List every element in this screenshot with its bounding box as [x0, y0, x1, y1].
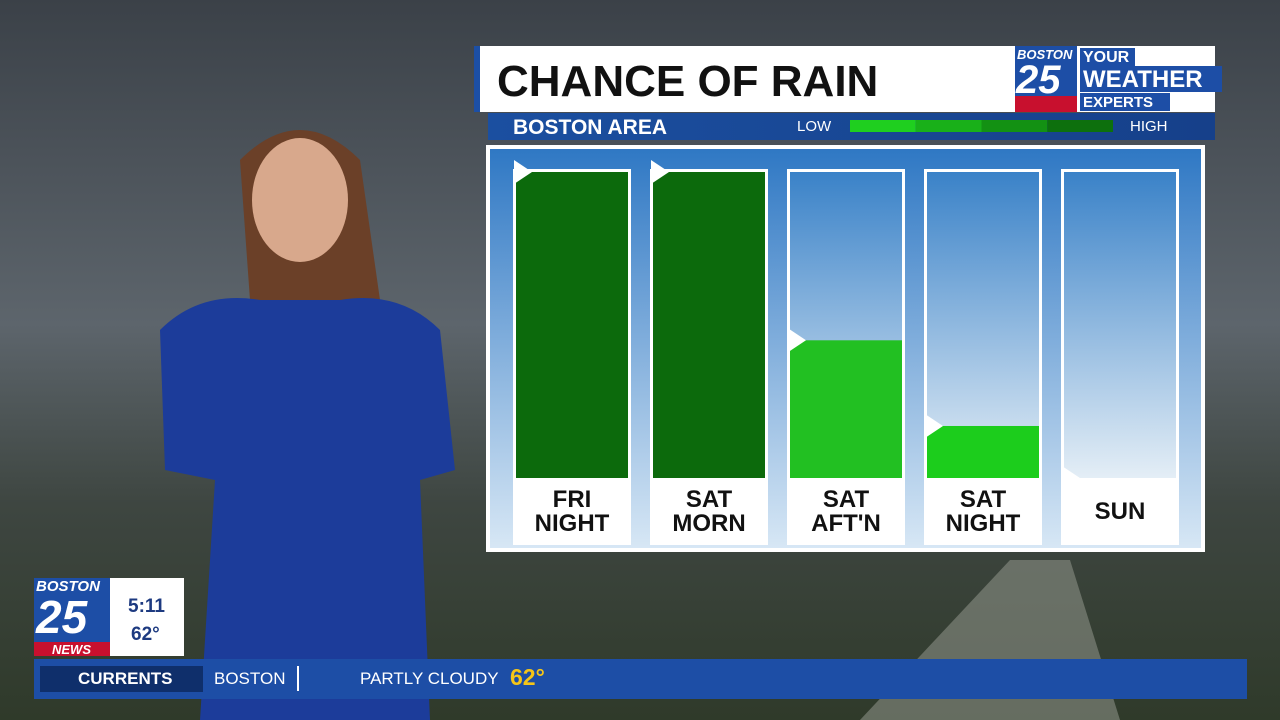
logo-red: [1015, 96, 1077, 112]
category-label: SUN: [1094, 498, 1146, 525]
scale-low: LOW: [797, 118, 832, 135]
category-label: SAT AFT'N: [811, 486, 881, 537]
logo-station: BOSTON: [1017, 47, 1073, 62]
bar: [927, 425, 1039, 478]
ticker-city: BOSTON: [214, 669, 286, 688]
bar-pointer: [514, 160, 532, 184]
ticker-label-bg: [40, 666, 203, 692]
scale-segment: [1047, 120, 1113, 132]
chart-subtitle: BOSTON AREA: [513, 116, 668, 139]
bar: [653, 172, 765, 478]
bug-logo-red: [34, 642, 110, 656]
logo-your-bg: [1080, 48, 1135, 66]
bar-pointer: [788, 328, 806, 353]
chart-title: CHANCE OF RAIN: [497, 57, 879, 106]
logo-line1: YOUR: [1083, 49, 1130, 66]
logo-line2: WEATHER: [1083, 66, 1203, 93]
logo-number: 25: [1016, 58, 1061, 102]
ticker-label: CURRENTS: [78, 669, 173, 688]
column-bg: [1064, 172, 1176, 478]
ticker-bar: [34, 659, 1247, 699]
logo-weather-bg: [1080, 66, 1222, 92]
bar-pointer: [651, 160, 669, 184]
face: [252, 138, 348, 262]
scale-high: HIGH: [1130, 118, 1168, 135]
category-label: SAT NIGHT: [945, 486, 1021, 537]
bug-time: 5:11: [128, 596, 165, 617]
bug-number: 25: [36, 591, 88, 643]
ticker-temp: 62°: [510, 664, 545, 690]
bug-brand: NEWS: [52, 642, 91, 657]
ticker-condition: PARTLY CLOUDY: [360, 669, 499, 688]
scale-segment: [850, 120, 916, 132]
bar-pointer: [925, 413, 943, 438]
scale-segment: [981, 120, 1048, 132]
bug-station: BOSTON: [36, 578, 100, 595]
bar-pointer: [1062, 466, 1080, 490]
scale-segment: [915, 120, 982, 132]
category-label: FRI NIGHT: [534, 486, 610, 537]
logo-experts-bg: [1080, 93, 1170, 111]
category-label: SAT MORN: [672, 486, 746, 537]
bar: [790, 340, 902, 478]
dress: [160, 298, 455, 720]
bug-temp: 62°: [131, 624, 160, 645]
logo-line3: EXPERTS: [1083, 94, 1154, 111]
bar: [516, 172, 628, 478]
